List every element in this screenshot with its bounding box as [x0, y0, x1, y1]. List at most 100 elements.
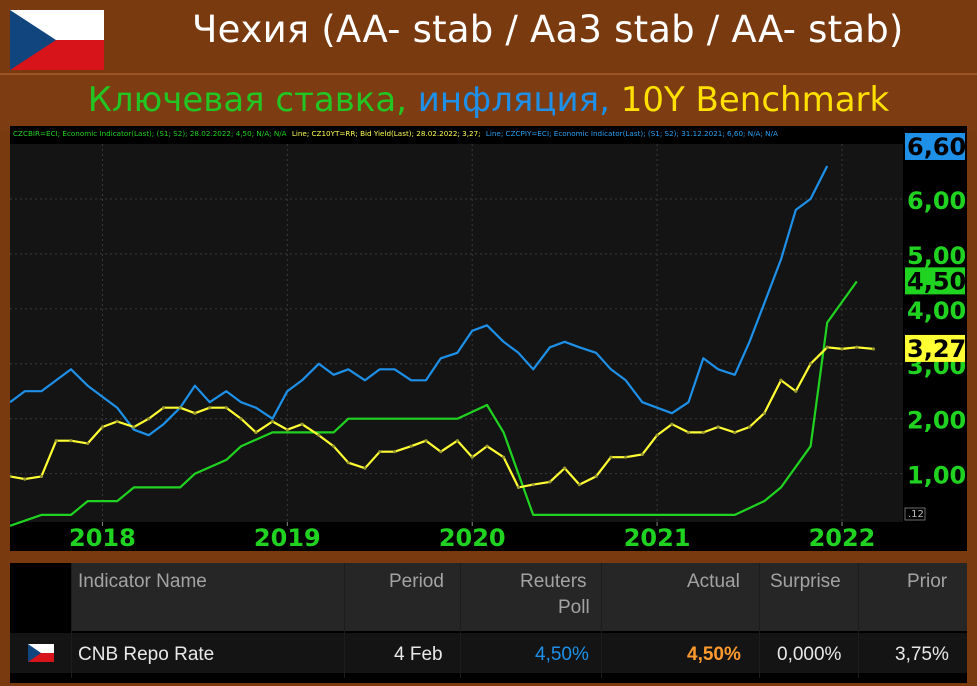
series-point: [502, 455, 506, 459]
x-tick-label: 2020: [439, 524, 506, 551]
czech-flag-icon: [28, 644, 54, 662]
series-point: [779, 378, 783, 382]
series-point: [193, 411, 197, 415]
x-tick-label: 2018: [69, 524, 136, 551]
series-point: [640, 452, 644, 457]
series-point: [115, 419, 119, 424]
last-value-label: 3,27: [907, 335, 966, 363]
column-divider: [601, 563, 602, 678]
subtitle-bar: Ключевая ставка, инфляция, 10Y Benchmark: [0, 73, 977, 131]
series-point: [747, 425, 752, 429]
series-point: [485, 444, 489, 448]
plot-area: [10, 144, 903, 522]
series-point: [670, 422, 674, 426]
legend-policy-rate: CZCBIR=ECI; Economic Indicator(Last); (S…: [13, 129, 287, 138]
column-header-actual[interactable]: Actual: [687, 571, 740, 592]
y-tick-label: 4,00: [907, 297, 966, 325]
series-point: [23, 477, 27, 481]
series-point: [39, 474, 44, 478]
series-point: [424, 439, 428, 443]
series-point: [208, 406, 212, 410]
chart-subtitle: Ключевая ставка, инфляция, 10Y Benchmark: [0, 80, 977, 120]
column-divider: [344, 563, 345, 678]
last-value-badge: [905, 334, 965, 362]
series-point: [178, 406, 182, 410]
series-point: [239, 417, 243, 421]
indicator-surprise: 0,000%: [777, 644, 842, 665]
x-tick-label: 2022: [809, 524, 876, 551]
y-tick-label: 1,00: [907, 462, 966, 490]
y-tick-label: 5,00: [907, 242, 966, 270]
series-point: [8, 474, 12, 478]
series-point: [531, 483, 535, 487]
column-header-period[interactable]: Period: [389, 571, 444, 592]
column-divider: [71, 563, 72, 678]
subtitle-inflation: инфляция,: [417, 80, 610, 120]
last-value-badge: [905, 267, 965, 295]
column-header-indicator-name[interactable]: Indicator Name: [78, 571, 207, 592]
series-point: [563, 466, 567, 470]
table-row[interactable]: [10, 633, 967, 673]
series-point: [161, 406, 166, 410]
series-point: [254, 430, 258, 435]
y-min-label: .12: [908, 509, 924, 520]
column-divider: [759, 563, 760, 678]
indicator-actual: 4,50%: [687, 644, 741, 665]
series-point: [716, 425, 720, 429]
czech-flag-icon: [10, 10, 104, 70]
series-point: [439, 450, 443, 454]
series-point: [300, 422, 304, 426]
series-point: [270, 419, 275, 424]
column-header-surprise[interactable]: Surprise: [770, 571, 841, 592]
series-point: [392, 450, 397, 454]
y-tick-label: 6,00: [907, 187, 966, 215]
indicator-name: CNB Repo Rate: [78, 644, 215, 665]
series-point: [548, 480, 552, 484]
indicator-poll: 4,50%: [535, 644, 589, 665]
series-point: [86, 441, 90, 446]
page-title: Чехия (AA- stab / Aa3 stab / AA- stab): [192, 8, 904, 51]
series-point: [470, 455, 474, 459]
series-point: [686, 430, 691, 435]
series-point: [409, 444, 413, 448]
series-point: [655, 433, 659, 437]
series-point: [147, 417, 151, 421]
column-header-reuters-poll[interactable]: Reuters: [520, 571, 587, 592]
series-point: [378, 450, 382, 454]
series-point: [69, 439, 73, 443]
indicator-prior: 3,75%: [895, 644, 949, 665]
series-point: [455, 439, 460, 443]
table-header: [71, 563, 967, 631]
series-point: [363, 466, 367, 470]
series-point: [825, 345, 829, 349]
chart-panel: 1,00 2,00 3,00 4,00 5,00 6,00.12 2018 2019 2020…: [8, 126, 967, 552]
indicator-period: 4 Feb: [394, 644, 443, 665]
series-point: [855, 345, 859, 349]
legend-10y-yield: Line; CZ10YT=RR; Bid Yield(Last); 28.02.…: [292, 129, 481, 138]
series-point: [762, 411, 766, 415]
series-point: [346, 461, 350, 465]
series-point: [577, 483, 582, 487]
y-min-box: [904, 507, 926, 521]
series-point: [840, 347, 844, 351]
x-tick-label: 2019: [254, 524, 321, 551]
series-line-1: [9, 280, 858, 527]
column-header-prior[interactable]: Prior: [907, 571, 948, 592]
series-point: [871, 347, 876, 351]
series-point: [100, 425, 105, 429]
column-header-reuters-poll-line2: Poll: [558, 597, 590, 618]
series-line-0: [9, 165, 829, 437]
subtitle-benchmark: 10Y Benchmark: [620, 80, 890, 120]
last-value-label: 6,60: [907, 133, 966, 161]
last-value-label: 4,50: [907, 267, 966, 295]
svg-text:CZCBIR=ECI; Economic Indicator: CZCBIR=ECI; Economic Indicator(Last); (S…: [13, 129, 778, 138]
series-point: [285, 428, 289, 432]
column-divider: [460, 563, 461, 678]
series-point: [808, 362, 813, 366]
subtitle-key-rate: Ключевая ставка,: [87, 80, 407, 120]
legend-inflation: Line; CZCPIY=ECI; Economic Indicator(Las…: [486, 129, 778, 138]
indicator-table: Indicator Name Period Reuters Poll Actua…: [10, 563, 967, 683]
y-tick-label: 2,00: [907, 407, 966, 435]
series-point: [516, 485, 521, 489]
series-point: [54, 439, 58, 443]
